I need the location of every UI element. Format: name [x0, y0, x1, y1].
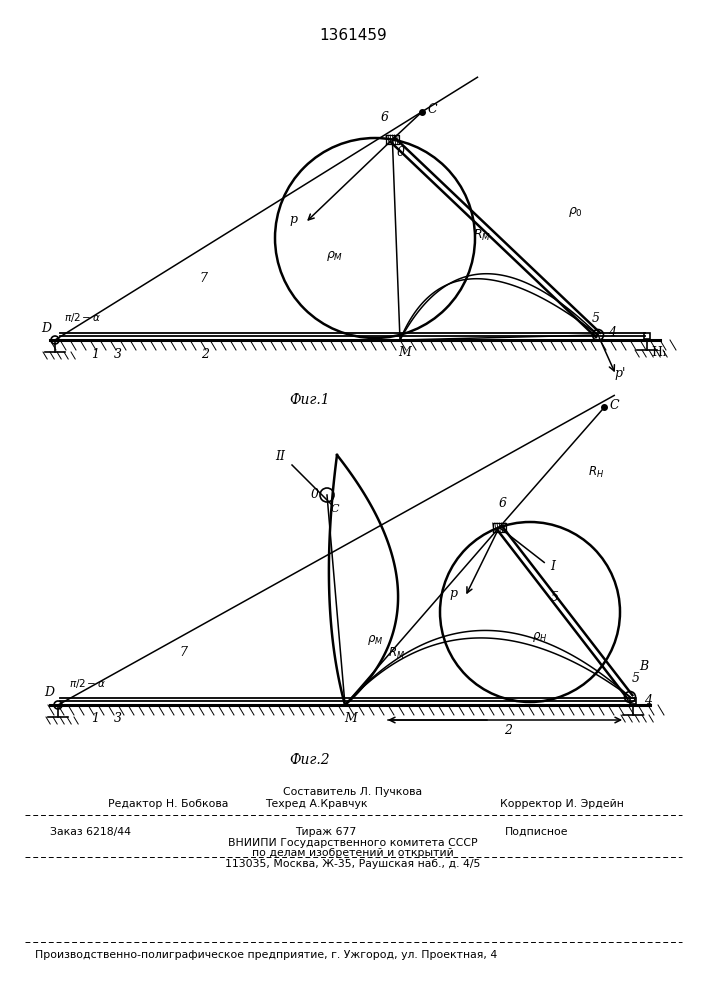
Text: p: p — [449, 587, 457, 600]
Text: C: C — [609, 399, 619, 412]
Text: 2: 2 — [201, 348, 209, 360]
Text: M: M — [344, 712, 357, 724]
Text: $R_M$: $R_M$ — [473, 227, 491, 243]
Text: по делам изобретений и открытий: по делам изобретений и открытий — [252, 848, 454, 858]
Text: $\pi/2-\alpha$: $\pi/2-\alpha$ — [69, 676, 107, 690]
Text: Фиг.2: Фиг.2 — [290, 753, 330, 767]
Text: C: C — [428, 103, 437, 116]
Text: D: D — [44, 686, 54, 700]
Text: $\rho_M$: $\rho_M$ — [327, 249, 344, 263]
Text: Фиг.1: Фиг.1 — [290, 393, 330, 407]
Text: I: I — [550, 560, 555, 573]
Text: Составитель Л. Пучкова: Составитель Л. Пучкова — [284, 787, 423, 797]
Text: $\rho_H$: $\rho_H$ — [532, 630, 548, 644]
Text: 1361459: 1361459 — [319, 27, 387, 42]
Bar — [644, 333, 650, 339]
Text: $R_M$: $R_M$ — [388, 645, 406, 661]
Text: p': p' — [614, 366, 626, 379]
Text: Подписное: Подписное — [505, 827, 568, 837]
Text: 0: 0 — [397, 146, 404, 159]
Text: 1: 1 — [91, 712, 99, 726]
Text: II: II — [275, 450, 285, 464]
Text: 3: 3 — [114, 712, 122, 726]
Text: 6: 6 — [380, 111, 388, 124]
Text: Тираж 677: Тираж 677 — [295, 827, 356, 837]
Text: ВНИИПИ Государственного комитета СССР: ВНИИПИ Государственного комитета СССР — [228, 838, 478, 848]
Text: 2: 2 — [504, 724, 512, 736]
Text: $\rho_M$: $\rho_M$ — [367, 633, 383, 647]
Text: Корректор И. Эрдейн: Корректор И. Эрдейн — [500, 799, 624, 809]
Text: $\rho_0$: $\rho_0$ — [568, 205, 583, 219]
Text: $\pi/2-\alpha$: $\pi/2-\alpha$ — [64, 312, 102, 324]
Text: Техред А.Кравчук: Техред А.Кравчук — [265, 799, 368, 809]
Text: $R_H$: $R_H$ — [588, 465, 604, 480]
Text: 6: 6 — [498, 497, 506, 510]
Text: 0: 0 — [311, 488, 319, 502]
Text: Производственно-полиграфическое предприятие, г. Ужгород, ул. Проектная, 4: Производственно-полиграфическое предприя… — [35, 950, 497, 960]
Bar — [630, 698, 636, 704]
Text: p: p — [289, 214, 297, 227]
Text: 3: 3 — [114, 348, 122, 360]
Text: 1: 1 — [91, 348, 99, 360]
Text: B: B — [639, 660, 648, 674]
Text: 7: 7 — [179, 647, 187, 660]
Text: Редактор Н. Бобкова: Редактор Н. Бобкова — [108, 799, 228, 809]
Text: 113035, Москва, Ж-35, Раушская наб., д. 4/5: 113035, Москва, Ж-35, Раушская наб., д. … — [226, 859, 481, 869]
Text: M: M — [399, 347, 411, 360]
Text: 5: 5 — [632, 672, 640, 686]
Text: 4: 4 — [644, 694, 652, 708]
Text: 4: 4 — [608, 326, 616, 338]
Text: Заказ 6218/44: Заказ 6218/44 — [50, 827, 131, 837]
Text: C: C — [331, 504, 339, 514]
Text: 7: 7 — [199, 271, 207, 284]
Text: D: D — [41, 322, 51, 334]
Text: H₁: H₁ — [651, 346, 667, 359]
Text: 5: 5 — [551, 591, 559, 604]
Text: 5: 5 — [592, 312, 600, 326]
